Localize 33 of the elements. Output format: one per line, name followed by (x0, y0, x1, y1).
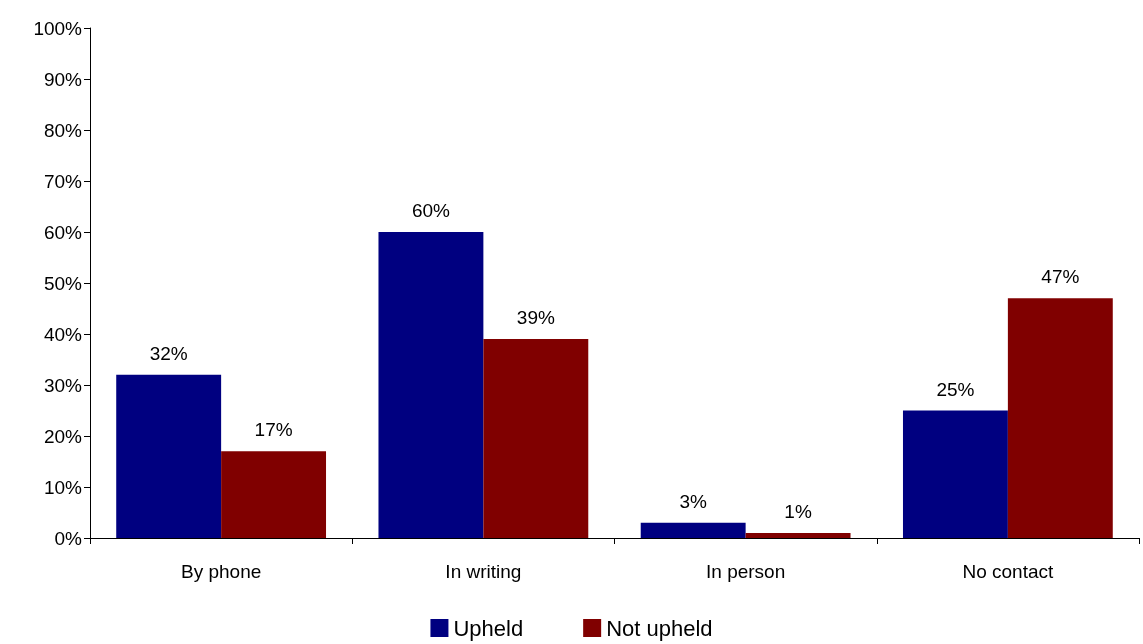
x-tick-label: In person (706, 561, 786, 582)
y-tick-label: 40% (43, 323, 83, 345)
y-tick-label: 100% (33, 17, 83, 39)
data-label: 1% (784, 500, 812, 522)
bar (221, 451, 327, 538)
y-tick-label: 90% (43, 68, 83, 90)
data-label: 3% (679, 490, 708, 512)
data-label: 39% (516, 307, 555, 329)
data-label: 25% (936, 378, 975, 400)
y-tick-label: 0% (54, 527, 83, 549)
y-tick-label: 80% (43, 119, 83, 141)
legend-label: Upheld (453, 615, 524, 641)
y-tick-label: 50% (43, 272, 83, 294)
bar (902, 410, 1008, 538)
bar (745, 532, 851, 538)
x-tick-label: In writing (445, 561, 522, 582)
bar (116, 374, 222, 538)
bar (483, 339, 589, 538)
legend-label: Not upheld (606, 615, 713, 641)
bar (640, 522, 746, 538)
x-tick-label: No contact (962, 561, 1055, 582)
data-label: 60% (411, 200, 451, 221)
y-tick-label: 60% (43, 221, 83, 243)
x-tick-label: By phone (180, 561, 262, 582)
data-label: 17% (254, 419, 293, 441)
y-tick-label: 20% (43, 425, 83, 447)
y-tick-label: 10% (43, 476, 83, 498)
y-tick-label: 70% (43, 170, 83, 192)
bar (1007, 298, 1113, 538)
y-tick-label: 30% (43, 374, 83, 396)
bar (378, 232, 484, 538)
data-label: 32% (149, 342, 188, 364)
data-label: 47% (1041, 266, 1080, 288)
